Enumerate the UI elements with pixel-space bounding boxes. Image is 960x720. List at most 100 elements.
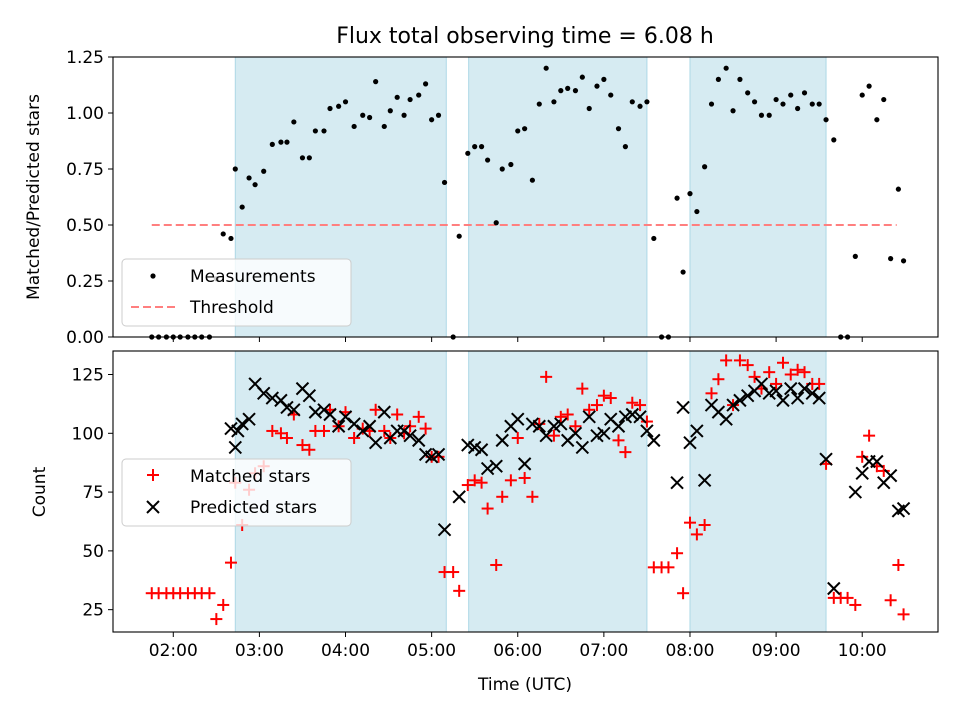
measurement-point (269, 141, 275, 147)
counts-y-tick-label: 50 (82, 542, 104, 562)
predicted-point (633, 410, 647, 424)
measurement-point (299, 155, 306, 161)
matched-point (884, 594, 897, 607)
legend-predicted-marker (146, 500, 160, 514)
matched-point (612, 434, 625, 447)
matched-point (569, 420, 582, 433)
counts-legend-box (121, 458, 352, 527)
x-tick-label: 08:00 (665, 641, 714, 661)
matched-point (720, 354, 733, 367)
measurement-point (795, 105, 801, 112)
measurement-point (312, 128, 318, 134)
measurement-point (881, 96, 887, 103)
predicted-point (403, 428, 417, 443)
measurement-point (472, 144, 478, 150)
x-tick-label: 09:00 (752, 641, 801, 661)
predicted-point (228, 440, 242, 455)
matched-point (583, 403, 596, 416)
measurement-point (859, 92, 865, 98)
measurement-point (745, 90, 751, 96)
predicted-point (769, 384, 783, 398)
measurement-points (149, 65, 907, 340)
predicted-point (676, 400, 690, 415)
measurement-point (629, 99, 635, 105)
measurement-point (465, 150, 471, 156)
ratio-axes-frame (112, 56, 939, 338)
matched-point (798, 366, 811, 379)
measurement-point (572, 88, 579, 94)
measurement-point (773, 96, 779, 103)
ratio-legend-box (121, 258, 352, 327)
bottom-window-1 (468, 350, 648, 633)
bottom-window-2 (689, 350, 827, 633)
chart-title: Flux total observing time = 6.08 h (336, 24, 714, 49)
top-window-2 (689, 56, 827, 338)
matched-point (561, 408, 574, 421)
matched-point (813, 377, 826, 390)
ratio-y-label: Matched/Predicted stars (24, 94, 44, 300)
predicted-point (231, 424, 245, 438)
ratio-y-ticks: 0.00 0.25 0.50 0.75 1.00 1.25 (66, 48, 113, 348)
counts-y-tick-label: 25 (82, 601, 104, 621)
measurement-point (601, 76, 607, 82)
matched-point (705, 387, 718, 400)
ratio-y-tick-label: 0.00 (66, 328, 104, 348)
predicted-point (870, 454, 884, 469)
measurement-point (694, 208, 700, 215)
measurement-point (246, 175, 252, 181)
predicted-point (368, 436, 383, 450)
legend-matched-label: Matched stars (190, 467, 310, 487)
measurement-point (239, 204, 245, 210)
predicted-point (265, 391, 280, 405)
measurement-point (493, 220, 499, 226)
measurement-point (680, 269, 686, 275)
measurement-point (423, 81, 429, 87)
measurement-point (730, 108, 736, 114)
matched-point (590, 399, 603, 412)
predicted-point (511, 412, 525, 426)
predicted-point (308, 405, 323, 419)
measurement-point (381, 123, 387, 130)
measurement-point (360, 112, 366, 118)
measurement-point (816, 101, 822, 107)
predicted-point (733, 393, 747, 408)
measurement-point (809, 101, 815, 107)
measurement-point (766, 112, 772, 118)
predicted-point (848, 485, 863, 499)
matched-point (419, 422, 432, 435)
measurement-point (737, 76, 743, 82)
measurement-point (558, 88, 564, 94)
matched-point (784, 368, 797, 381)
top-observing-windows (234, 56, 827, 338)
matched-point (547, 429, 560, 442)
predicted-point (256, 386, 271, 401)
predicted-point (797, 381, 812, 396)
counts-axes-frame (112, 350, 939, 633)
predicted-point (819, 452, 833, 466)
matched-point (210, 613, 223, 626)
matched-point (712, 373, 725, 386)
predicted-point (719, 412, 733, 426)
matched-point (863, 429, 876, 442)
predicted-point (474, 443, 489, 457)
predicted-point (896, 501, 911, 516)
matched-point (856, 450, 869, 463)
predicted-point (597, 426, 611, 441)
matched-point (640, 415, 653, 428)
measurement-point (435, 112, 442, 118)
measurement-point (687, 191, 693, 197)
measurement-point (522, 126, 528, 132)
predicted-point (431, 447, 446, 462)
measurement-point (499, 166, 505, 172)
matched-point (378, 424, 391, 437)
predicted-point (812, 391, 826, 405)
measurement-point (708, 101, 715, 107)
predicted-point (235, 417, 249, 431)
measurement-point (888, 256, 894, 262)
measurement-point (831, 137, 837, 143)
measurement-point (637, 103, 643, 109)
matched-point (604, 392, 617, 405)
predicted-star-points (224, 377, 911, 596)
predicted-point (554, 417, 568, 431)
measurement-point (586, 105, 592, 112)
